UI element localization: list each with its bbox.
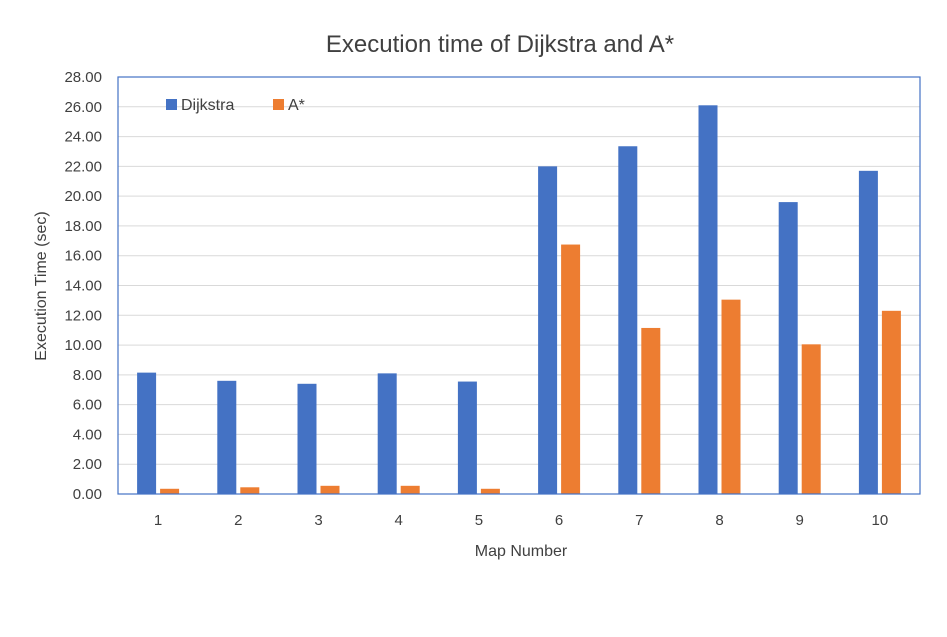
bar-dijkstra-map-8 <box>698 105 718 495</box>
y-tick-label: 18.00 <box>64 218 102 235</box>
legend: Dijkstra A* <box>166 97 305 114</box>
y-tick-label: 2.00 <box>73 456 102 473</box>
bar-dijkstra-map-1 <box>137 372 157 494</box>
y-tick-label: 24.00 <box>64 129 102 146</box>
y-axis-ticks: 0.00 2.00 4.00 6.00 8.00 10.00 12.00 14.00 16.00… <box>64 69 102 503</box>
x-tick-label: 3 <box>314 512 322 529</box>
bar-dijkstra-map-10 <box>858 170 878 494</box>
y-tick-label: 20.00 <box>64 188 102 205</box>
y-tick-label: 26.00 <box>64 99 102 116</box>
legend-label: A* <box>288 97 305 114</box>
gridlines <box>118 76 920 495</box>
x-tick-label: 8 <box>715 512 723 529</box>
legend-swatch <box>273 99 284 110</box>
x-tick-label: 5 <box>475 512 483 529</box>
bar-a-map-5 <box>480 488 500 494</box>
y-tick-label: 16.00 <box>64 248 102 265</box>
bar-a-map-9 <box>801 344 821 494</box>
plot-area-border <box>117 76 921 495</box>
y-tick-label: 12.00 <box>64 307 102 324</box>
bar-a-map-8 <box>721 299 741 494</box>
bar-dijkstra-map-7 <box>618 146 638 495</box>
chart-title: Execution time of Dijkstra and A* <box>326 31 674 58</box>
y-tick-label: 10.00 <box>64 337 102 354</box>
x-tick-label: 4 <box>395 512 403 529</box>
y-tick-label: 28.00 <box>64 69 102 86</box>
x-axis-label: Map Number <box>475 543 568 560</box>
legend-label: Dijkstra <box>181 97 234 114</box>
bars <box>137 105 901 495</box>
y-tick-label: 6.00 <box>73 397 102 414</box>
y-tick-label: 14.00 <box>64 278 102 295</box>
x-tick-label: 2 <box>234 512 242 529</box>
bar-dijkstra-map-3 <box>297 383 317 494</box>
bar-dijkstra-map-2 <box>217 380 237 494</box>
bar-dijkstra-map-5 <box>457 381 477 494</box>
x-tick-label: 10 <box>872 512 889 529</box>
bar-a-map-4 <box>400 485 420 494</box>
y-tick-label: 0.00 <box>73 486 102 503</box>
y-tick-label: 4.00 <box>73 426 102 443</box>
bar-a-map-1 <box>160 488 180 494</box>
x-tick-label: 6 <box>555 512 563 529</box>
y-tick-label: 22.00 <box>64 158 102 175</box>
bar-a-map-6 <box>561 244 581 494</box>
x-tick-label: 7 <box>635 512 643 529</box>
bar-a-map-7 <box>641 327 661 494</box>
bar-a-map-3 <box>320 485 340 494</box>
y-axis-label: Execution Time (sec) <box>33 211 50 360</box>
bar-dijkstra-map-6 <box>538 166 558 494</box>
bar-a-map-10 <box>881 310 901 494</box>
x-tick-label: 1 <box>154 512 162 529</box>
bar-dijkstra-map-9 <box>778 202 798 494</box>
bar-dijkstra-map-4 <box>377 373 397 494</box>
x-tick-label: 9 <box>796 512 804 529</box>
bar-a-map-2 <box>240 487 260 494</box>
legend-swatch <box>166 99 177 110</box>
y-tick-label: 8.00 <box>73 367 102 384</box>
x-axis-ticks: 1 2 3 4 5 6 7 8 9 10 <box>154 512 888 529</box>
